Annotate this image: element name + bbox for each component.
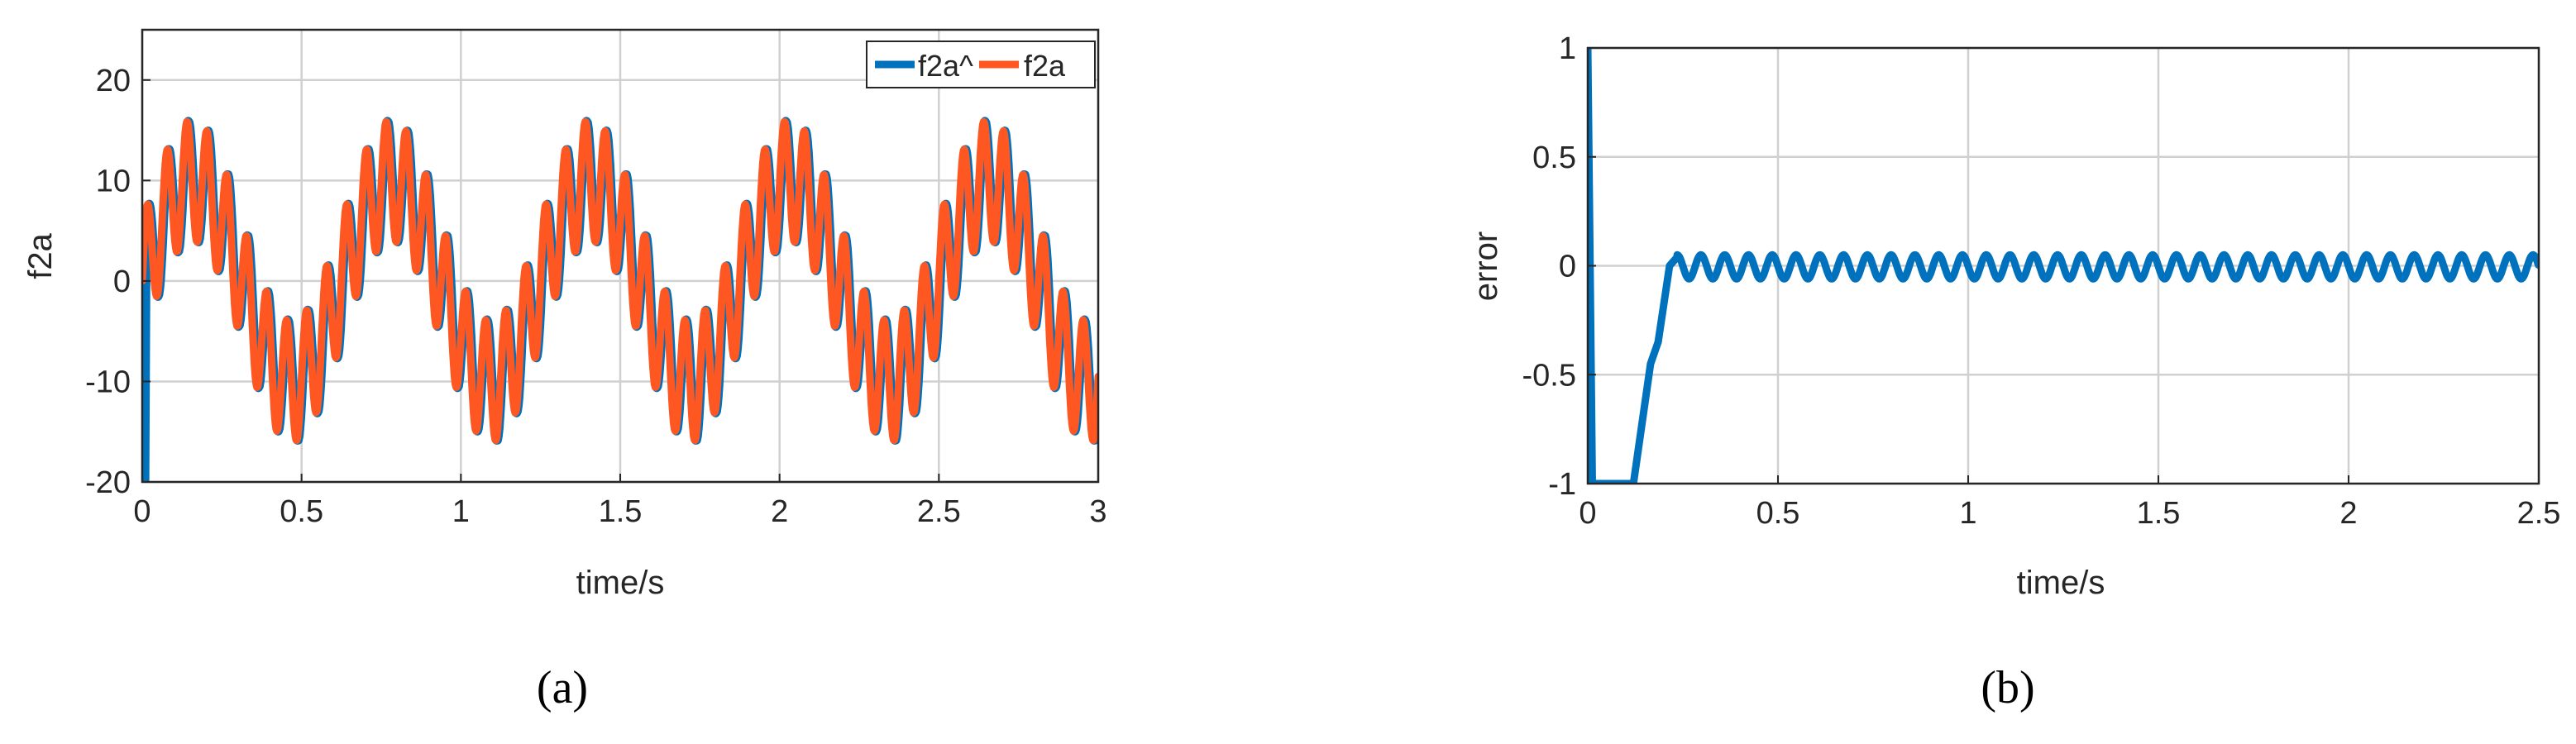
chart-b-ytick-label: 1 [1559,31,1576,66]
chart-a-ytick-label: 20 [96,64,131,98]
chart-a-xtick-label: 1 [452,494,470,529]
panel-label-b: (b) [1981,662,2034,713]
chart-a-xtick-label: 3 [1089,494,1106,529]
chart-b-ytick-label: 0.5 [1532,141,1576,175]
chart-a-ytick-label: 10 [96,164,131,198]
chart-a-series [142,117,1098,482]
chart-b-xtick-label: 2 [2339,496,2357,531]
chart-b-ytick-label: -1 [1548,467,1576,502]
series-line-error [1588,48,2539,484]
chart-b-ticks: 0 0.5 1 1.5 2 2.5 -1 -0.5 0 0.5 1 [1522,31,2561,531]
chart-b-ytick-label: -0.5 [1522,358,1576,393]
chart-a-ticks: 0 0.5 1 1.5 2 2.5 3 -20 -10 0 10 20 [85,64,1106,529]
legend-label-f2a: f2a [1024,49,1066,83]
chart-b-xlabel: time/s [2017,565,2105,601]
panel-label-a: (a) [537,662,588,713]
chart-b-xtick-label: 0.5 [1756,496,1800,531]
chart-a-legend: f2a^ f2a [866,41,1096,88]
legend-label-f2a-hat: f2a^ [918,49,973,83]
chart-b-xtick-label: 0 [1579,496,1596,531]
chart-b-series [1588,48,2539,484]
chart-a-ytick-label: -20 [85,465,131,500]
chart-b-xtick-label: 2.5 [2517,496,2561,531]
chart-a-xtick-label: 0.5 [280,494,323,529]
chart-a-ylabel: f2a [22,232,59,279]
chart-b: 0 0.5 1 1.5 2 2.5 -1 -0.5 0 0.5 1 time/s error (b) [1468,31,2560,713]
chart-a-xtick-label: 0 [133,494,151,529]
chart-a-ytick-label: -10 [85,365,131,399]
chart-a-ytick-label: 0 [113,265,131,299]
chart-a-xtick-label: 2 [771,494,788,529]
chart-b-xtick-label: 1.5 [2137,496,2181,531]
chart-a-xtick-label: 2.5 [917,494,961,529]
chart-b-xtick-label: 1 [1959,496,1976,531]
chart-a: 0 0.5 1 1.5 2 2.5 3 -20 -10 0 10 20 time/s f2a f2a^… [22,28,1107,713]
chart-a-xtick-label: 1.5 [599,494,643,529]
chart-b-ylabel: error [1468,231,1504,301]
chart-a-xlabel: time/s [576,565,665,601]
chart-b-ytick-label: 0 [1559,250,1576,284]
series-line-f2a [142,117,1098,445]
